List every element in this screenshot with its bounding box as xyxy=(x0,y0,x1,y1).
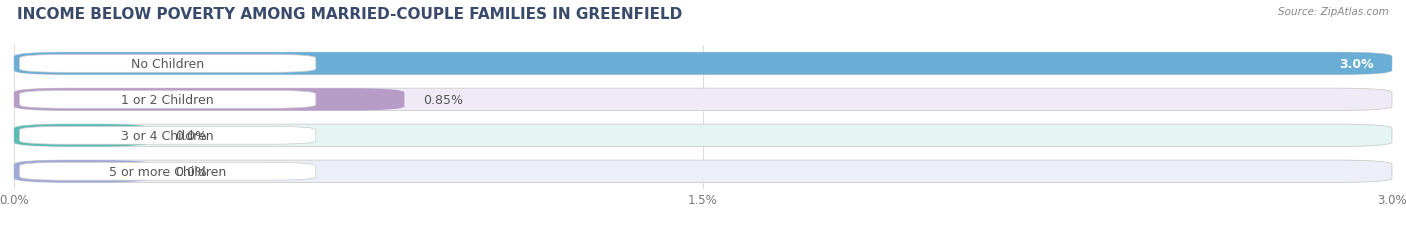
FancyBboxPatch shape xyxy=(14,160,152,183)
Text: INCOME BELOW POVERTY AMONG MARRIED-COUPLE FAMILIES IN GREENFIELD: INCOME BELOW POVERTY AMONG MARRIED-COUPL… xyxy=(17,7,682,22)
FancyBboxPatch shape xyxy=(20,163,316,180)
FancyBboxPatch shape xyxy=(20,91,316,109)
Text: 0.0%: 0.0% xyxy=(174,165,207,178)
Text: 3 or 4 Children: 3 or 4 Children xyxy=(121,129,214,142)
FancyBboxPatch shape xyxy=(20,127,316,145)
FancyBboxPatch shape xyxy=(14,53,1392,75)
FancyBboxPatch shape xyxy=(14,89,405,111)
FancyBboxPatch shape xyxy=(20,55,316,73)
FancyBboxPatch shape xyxy=(14,89,1392,111)
Text: 0.0%: 0.0% xyxy=(174,129,207,142)
Text: Source: ZipAtlas.com: Source: ZipAtlas.com xyxy=(1278,7,1389,17)
Text: 0.85%: 0.85% xyxy=(423,93,463,106)
FancyBboxPatch shape xyxy=(14,53,1392,75)
Text: 3.0%: 3.0% xyxy=(1339,58,1374,71)
FancyBboxPatch shape xyxy=(14,160,1392,183)
Text: No Children: No Children xyxy=(131,58,204,71)
FancyBboxPatch shape xyxy=(14,125,152,147)
FancyBboxPatch shape xyxy=(14,125,1392,147)
Text: 1 or 2 Children: 1 or 2 Children xyxy=(121,93,214,106)
Text: 5 or more Children: 5 or more Children xyxy=(110,165,226,178)
